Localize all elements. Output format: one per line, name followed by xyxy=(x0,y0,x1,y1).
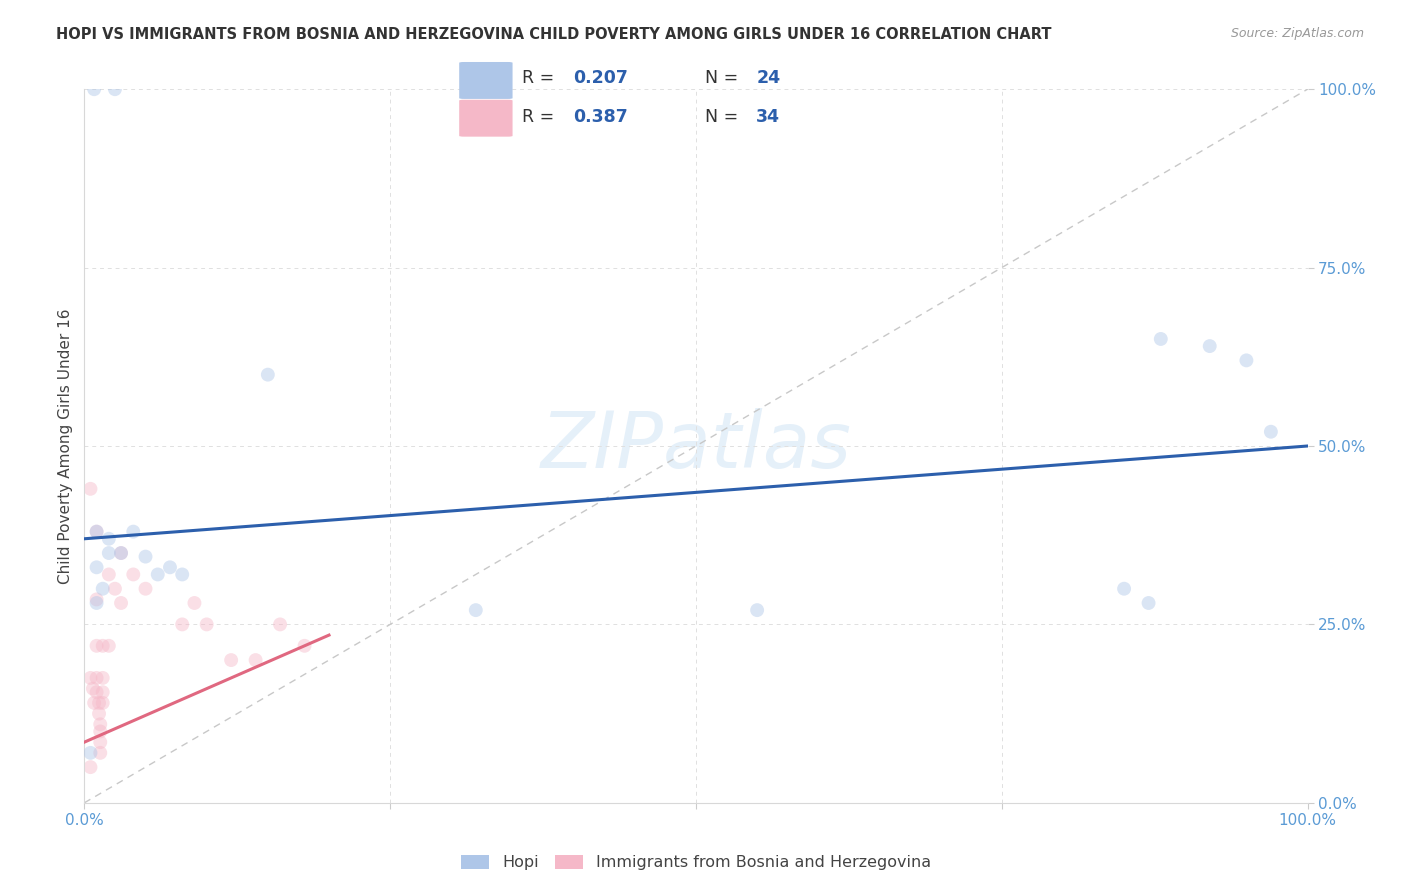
Point xyxy=(104,582,127,596)
Point xyxy=(83,696,105,710)
Point xyxy=(1260,425,1282,439)
Point xyxy=(122,567,145,582)
Point xyxy=(172,567,194,582)
Point xyxy=(294,639,316,653)
Point xyxy=(86,524,108,539)
Point xyxy=(79,671,101,685)
Point xyxy=(86,639,108,653)
Point xyxy=(89,735,111,749)
Point xyxy=(219,653,242,667)
Point xyxy=(747,603,769,617)
Text: Source: ZipAtlas.com: Source: ZipAtlas.com xyxy=(1230,27,1364,40)
Point xyxy=(91,696,114,710)
Text: R =: R = xyxy=(522,108,560,126)
Point xyxy=(89,746,111,760)
Text: 0.207: 0.207 xyxy=(572,69,627,87)
Text: N =: N = xyxy=(706,69,744,87)
Point xyxy=(1137,596,1160,610)
Point xyxy=(79,746,101,760)
Point xyxy=(97,546,120,560)
Point xyxy=(1198,339,1220,353)
Point xyxy=(83,82,105,96)
Point xyxy=(86,685,108,699)
Point xyxy=(257,368,280,382)
Text: 34: 34 xyxy=(756,108,780,126)
Text: R =: R = xyxy=(522,69,560,87)
Point xyxy=(1114,582,1136,596)
Point xyxy=(86,560,108,574)
Point xyxy=(87,696,110,710)
Point xyxy=(183,596,205,610)
Point xyxy=(1234,353,1257,368)
Point xyxy=(110,546,132,560)
Point xyxy=(79,482,101,496)
Text: HOPI VS IMMIGRANTS FROM BOSNIA AND HERZEGOVINA CHILD POVERTY AMONG GIRLS UNDER 1: HOPI VS IMMIGRANTS FROM BOSNIA AND HERZE… xyxy=(56,27,1052,42)
Text: N =: N = xyxy=(706,108,744,126)
Point xyxy=(91,685,114,699)
Point xyxy=(89,717,111,731)
Point xyxy=(1150,332,1173,346)
Point xyxy=(89,724,111,739)
Text: 24: 24 xyxy=(756,69,780,87)
Point xyxy=(172,617,194,632)
FancyBboxPatch shape xyxy=(460,62,513,99)
Point xyxy=(86,671,108,685)
Point xyxy=(146,567,169,582)
Point xyxy=(82,681,104,696)
FancyBboxPatch shape xyxy=(460,100,513,136)
Point xyxy=(97,639,120,653)
Point xyxy=(135,549,157,564)
Point xyxy=(464,603,486,617)
Point xyxy=(195,617,218,632)
Point xyxy=(110,596,132,610)
Point xyxy=(269,617,291,632)
Point xyxy=(245,653,267,667)
Point xyxy=(86,592,108,607)
Point xyxy=(86,524,108,539)
Point xyxy=(91,639,114,653)
Point xyxy=(91,671,114,685)
Text: 0.387: 0.387 xyxy=(572,108,627,126)
Point xyxy=(135,582,157,596)
Point xyxy=(86,596,108,610)
Point xyxy=(110,546,132,560)
Legend: Hopi, Immigrants from Bosnia and Herzegovina: Hopi, Immigrants from Bosnia and Herzego… xyxy=(454,848,938,877)
Point xyxy=(97,567,120,582)
Point xyxy=(104,82,127,96)
Point xyxy=(159,560,181,574)
Text: ZIPatlas: ZIPatlas xyxy=(540,408,852,484)
Point xyxy=(79,760,101,774)
Point xyxy=(122,524,145,539)
Y-axis label: Child Poverty Among Girls Under 16: Child Poverty Among Girls Under 16 xyxy=(58,309,73,583)
Point xyxy=(87,706,110,721)
Point xyxy=(97,532,120,546)
Point xyxy=(91,582,114,596)
